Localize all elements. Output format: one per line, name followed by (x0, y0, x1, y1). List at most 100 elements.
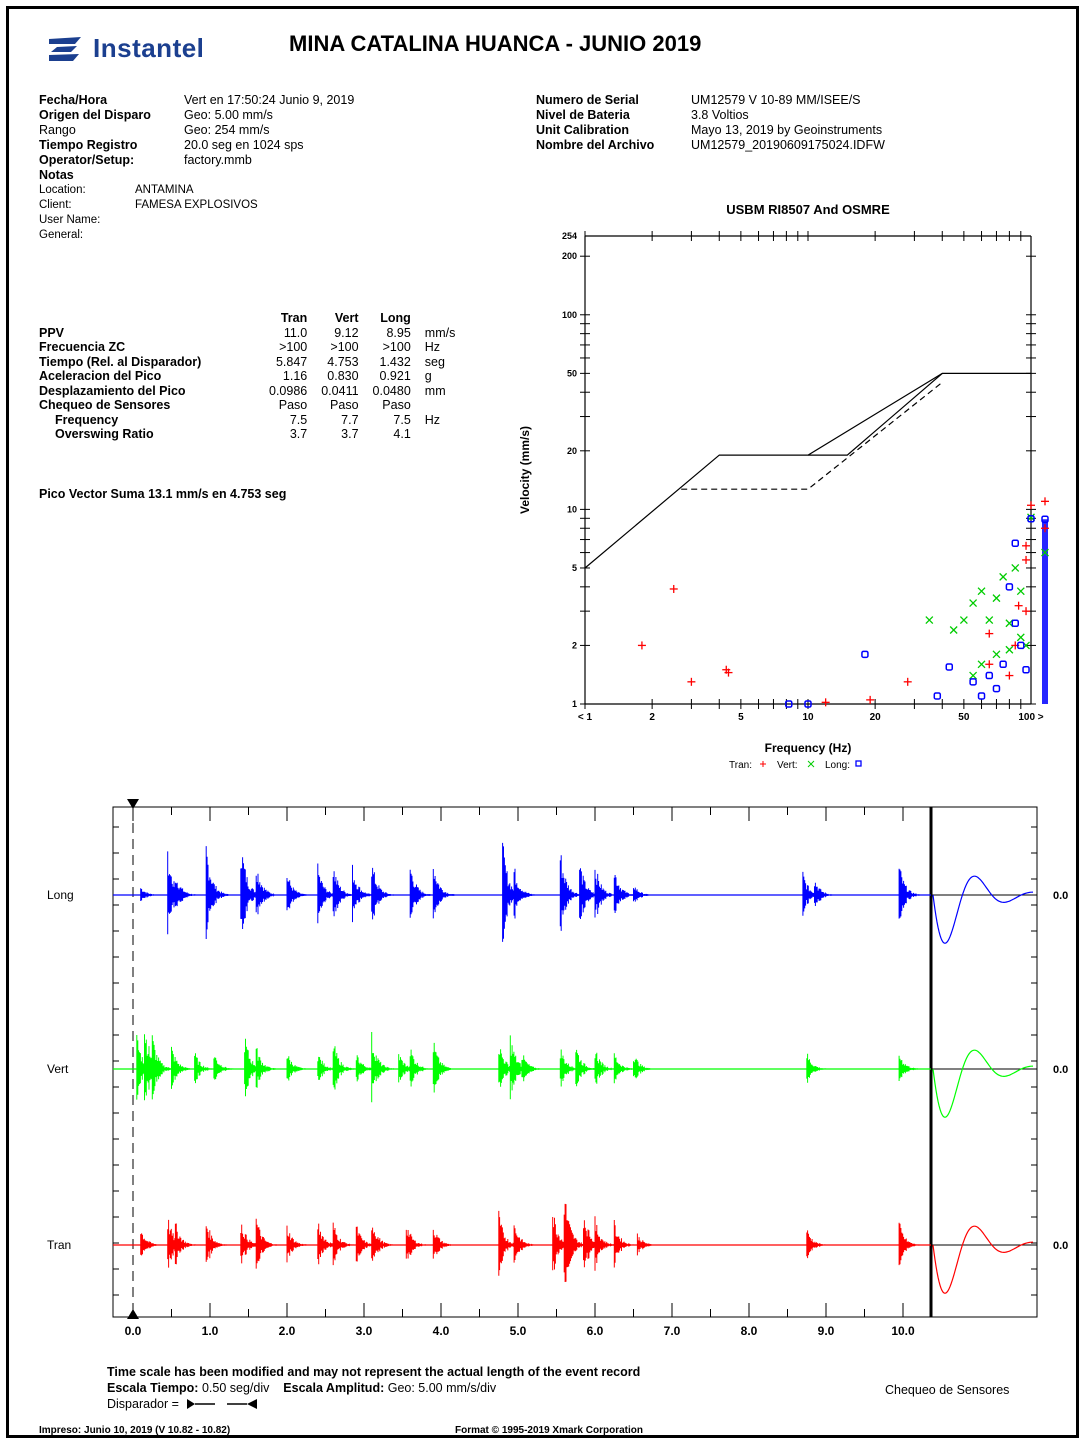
ppv-cell-long: 0.921 (379, 369, 411, 383)
vert-data-point (977, 587, 986, 596)
ppv-cell-tran: Paso (278, 398, 308, 412)
tran-waveform-burst (806, 1230, 830, 1259)
long-data-point (1011, 619, 1020, 627)
legend-marker (760, 761, 766, 767)
channel-zero-label: 0.0 (1053, 1064, 1068, 1076)
ppv-table: Tran Vert Long PPV 11.0 9.12 8.95 mm/s Frecuenc… (39, 311, 463, 442)
tran-waveform-burst (255, 1218, 280, 1269)
note-label: Location: (39, 184, 86, 196)
ppv-cell-vert: 9.12 (334, 325, 359, 340)
long-data-point (977, 692, 986, 700)
y-tick-label: 50 (567, 368, 577, 378)
tran-data-point (1014, 601, 1023, 610)
note-label: General: (39, 229, 84, 241)
long-data-point (992, 684, 1001, 693)
usbm-frequency-chart: USBM RI8507 And OSMRE< 1 2 5 10 20 50 100 >125… (518, 202, 1049, 771)
legend-marker (807, 760, 815, 768)
long-waveform-burst (814, 882, 838, 906)
y-tick-label: 20 (567, 446, 577, 456)
ppv-cell-unit: mm (424, 383, 446, 398)
right-info-block: Numero de Serial UM12579 V 10-89 MM/ISEE/… (536, 93, 885, 153)
vert-data-point (977, 660, 986, 669)
long-data-point (1017, 641, 1025, 650)
tran-data-point (821, 698, 830, 707)
vert-waveform-burst (255, 1048, 280, 1088)
tran-waveform-burst (174, 1223, 199, 1265)
tran-data-point (985, 629, 994, 638)
info-row: Numero de Serial UM12579 V 10-89 MM/ISEE/… (536, 93, 885, 108)
tran-waveform-burst (613, 1220, 638, 1268)
long-waveform-burst (513, 868, 538, 919)
info-value: Geo: 254 mm/s (184, 123, 270, 137)
note-row: Location: ANTAMINA (39, 183, 354, 198)
report-title: MINA CATALINA HUANCA - JUNIO 2019 (289, 31, 702, 56)
ppv-cell-long: 7.5 (393, 412, 411, 427)
long-waveform-burst (409, 869, 434, 918)
ppv-cell-tran: 5.847 (275, 354, 308, 369)
ppv-cell-tran: >100 (279, 340, 308, 354)
ppv-row: Overswing Ratio 3.7 3.7 4.1 (39, 427, 463, 442)
ppv-cell-label: Frecuencia ZC (39, 340, 126, 354)
tran-waveform-burst (513, 1225, 538, 1263)
info-value: 3.8 Voltios (691, 108, 749, 122)
ppv-cell-long: 1.432 (379, 354, 411, 369)
vert-waveform-burst (213, 1057, 237, 1080)
tran-data-point (1027, 501, 1035, 510)
osmre-limit-line (584, 372, 1031, 569)
ppv-cell-label: Frequency (55, 412, 119, 427)
info-value: Vert en 17:50:24 Junio 9, 2019 (184, 93, 355, 107)
scale-line: Escala Tiempo: 0.50 seg/div Escala Ampli… (107, 1380, 1067, 1396)
escala-tiempo-value: 0.50 seg/div (201, 1381, 270, 1395)
info-row: Unit Calibration Mayo 13, 2019 by Geoinst… (536, 123, 885, 138)
tran-waveform-burst (432, 1229, 457, 1259)
time-tick-label: 4.0 (433, 1324, 450, 1338)
note-label: User Name: (39, 214, 101, 226)
note-row: General: (39, 228, 354, 243)
y-tick-label: 10 (567, 504, 577, 514)
tran-data-point (903, 677, 912, 686)
channel-label-vert: Vert (47, 1062, 69, 1076)
time-tick-label: 7.0 (664, 1324, 681, 1338)
tran-data-point (637, 641, 646, 650)
long-data-point (985, 671, 994, 680)
tran-waveform-burst (371, 1227, 395, 1261)
report-page: Instantel MINA CATALINA HUANCA - JUNIO 2… (6, 6, 1079, 1438)
sensor-check-label: Chequeo de Sensores (885, 1383, 1010, 1397)
ppv-header-cell: Long (380, 311, 411, 325)
info-value: UM12579_20190609175024.IDFW (691, 138, 885, 152)
long-data-point (1041, 515, 1049, 523)
long-data-point (969, 678, 977, 686)
vector-sum-text: Pico Vector Suma 13.1 mm/s en 4.753 seg (39, 487, 287, 501)
x-tick-label: 20 (870, 712, 882, 723)
disparador-label: Disparador = (107, 1397, 179, 1411)
vert-waveform-burst (521, 1055, 545, 1082)
note-value: ANTAMINA (135, 184, 194, 196)
ppv-cell-label: Chequeo de Sensores (39, 398, 171, 412)
tran-data-point (669, 584, 678, 593)
vert-data-point (1011, 564, 1020, 572)
tran-data-point (1022, 607, 1031, 616)
ppv-cell-long: Paso (382, 398, 411, 412)
tran-data-point (1022, 555, 1031, 564)
osmre-limit-line (808, 372, 943, 456)
info-row: Operator/Setup: factory.mmb (39, 153, 354, 168)
ppv-cell-label: Desplazamiento del Pico (39, 383, 186, 398)
long-data-point (1011, 539, 1020, 547)
ppv-cell-vert: >100 (330, 340, 359, 354)
vert-sensor-check-wave (932, 1049, 1034, 1118)
ppv-cell-label: Tiempo (Rel. al Disparador) (39, 354, 202, 369)
info-value: UM12579 V 10-89 MM/ISEE/S (691, 93, 861, 107)
time-tick-label: 9.0 (818, 1324, 835, 1338)
brand-name: Instantel (93, 33, 205, 63)
ppv-cell-label: PPV (39, 325, 65, 340)
x-axis-label: Frequency (Hz) (765, 741, 852, 755)
ppv-cell-unit: seg (424, 354, 445, 369)
legend-marker (855, 760, 862, 767)
tran-sensor-check-wave (932, 1225, 1034, 1294)
info-value: Geo: 5.00 mm/s (184, 108, 273, 122)
time-scale-note: Time scale has been modified and may not… (107, 1365, 641, 1379)
vert-waveform-burst (409, 1049, 434, 1087)
escala-amplitud-value: Geo: 5.00 mm/s/div (387, 1381, 497, 1395)
x-tick-label: < 1 (578, 712, 593, 723)
tran-data-point (1041, 524, 1049, 533)
